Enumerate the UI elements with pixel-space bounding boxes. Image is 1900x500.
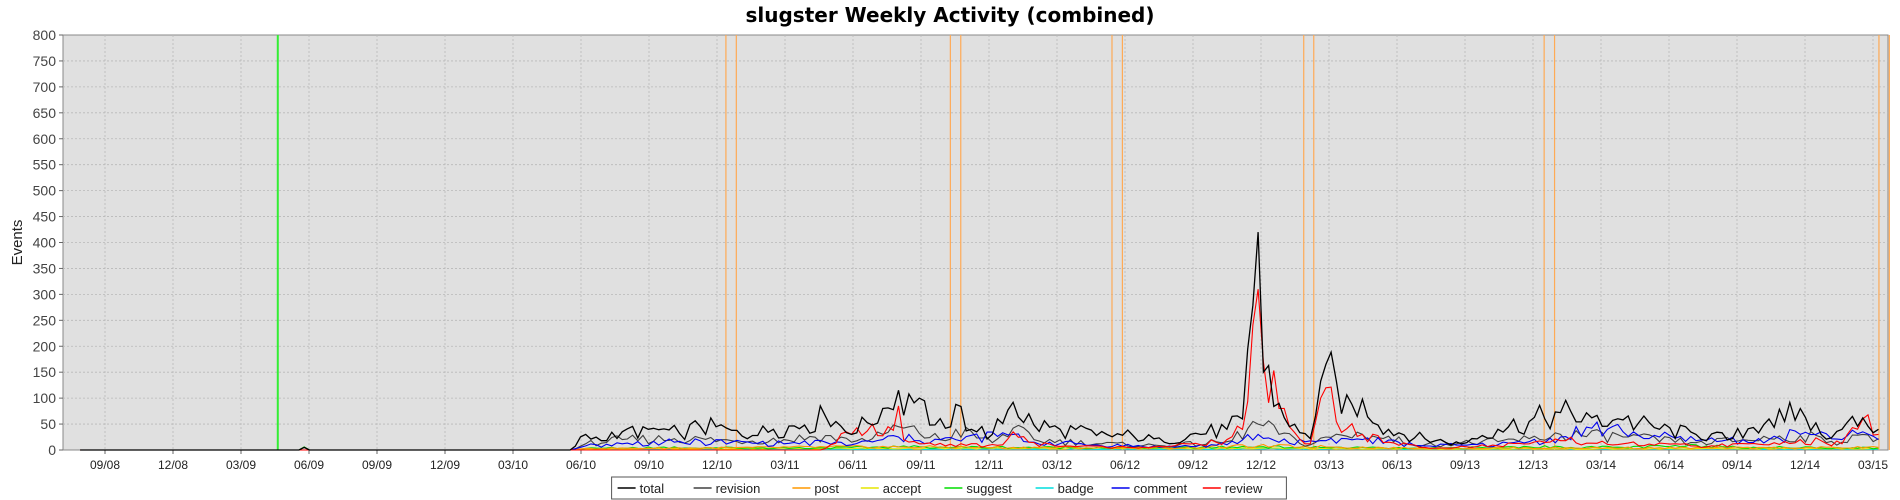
x-tick-label: 12/11 [974, 458, 1003, 472]
x-tick-label: 03/14 [1586, 458, 1616, 472]
y-tick-label: 0 [48, 442, 56, 458]
y-tick-label: 300 [33, 286, 57, 302]
legend-label-comment: comment [1134, 481, 1188, 496]
y-tick-label: 700 [33, 79, 57, 95]
y-tick-label: 150 [33, 364, 57, 380]
y-tick-label: 800 [33, 27, 57, 43]
x-tick-label: 06/11 [838, 458, 867, 472]
y-tick-label: 600 [33, 131, 57, 147]
x-tick-label: 06/12 [1110, 458, 1140, 472]
x-tick-label: 12/10 [702, 458, 732, 472]
x-tick-label: 03/15 [1858, 458, 1888, 472]
y-tick-label: 450 [33, 209, 57, 225]
legend-label-accept: accept [883, 481, 922, 496]
x-tick-label: 06/10 [566, 458, 596, 472]
legend-label-badge: badge [1058, 481, 1094, 496]
x-tick-label: 12/13 [1518, 458, 1548, 472]
legend-label-suggest: suggest [966, 481, 1012, 496]
y-tick-label: 550 [33, 157, 57, 173]
x-tick-label: 09/08 [90, 458, 120, 472]
x-tick-label: 06/09 [294, 458, 324, 472]
y-axis-label: Events [9, 220, 26, 266]
x-tick-label: 03/13 [1314, 458, 1344, 472]
x-tick-label: 09/09 [362, 458, 392, 472]
y-tick-label: 350 [33, 260, 57, 276]
y-tick-label: 250 [33, 312, 57, 328]
x-tick-label: 12/09 [430, 458, 460, 472]
x-tick-label: 09/10 [634, 458, 664, 472]
x-tick-label: 09/12 [1178, 458, 1208, 472]
y-tick-label: 650 [33, 105, 57, 121]
y-tick-label: 400 [33, 235, 57, 251]
y-tick-label: 500 [33, 183, 57, 199]
x-tick-label: 09/11 [906, 458, 935, 472]
series-line-total [80, 232, 1879, 451]
x-tick-label: 12/08 [158, 458, 188, 472]
x-tick-label: 09/14 [1722, 458, 1752, 472]
legend-label-total: total [640, 481, 665, 496]
x-tick-label: 03/11 [770, 458, 799, 472]
x-tick-label: 03/10 [498, 458, 528, 472]
x-tick-label: 03/09 [226, 458, 256, 472]
x-tick-label: 12/12 [1246, 458, 1276, 472]
x-tick-label: 06/13 [1382, 458, 1412, 472]
y-tick-label: 50 [40, 416, 56, 432]
y-tick-label: 200 [33, 338, 57, 354]
y-tick-label: 750 [33, 53, 57, 69]
y-tick-label: 100 [33, 390, 57, 406]
x-tick-label: 06/14 [1654, 458, 1684, 472]
x-tick-label: 12/14 [1790, 458, 1820, 472]
legend-label-post: post [814, 481, 839, 496]
x-tick-label: 09/13 [1450, 458, 1480, 472]
chart-title: slugster Weekly Activity (combined) [745, 3, 1155, 27]
x-tick-label: 03/12 [1042, 458, 1072, 472]
legend-label-revision: revision [716, 481, 761, 496]
legend-label-review: review [1225, 481, 1263, 496]
